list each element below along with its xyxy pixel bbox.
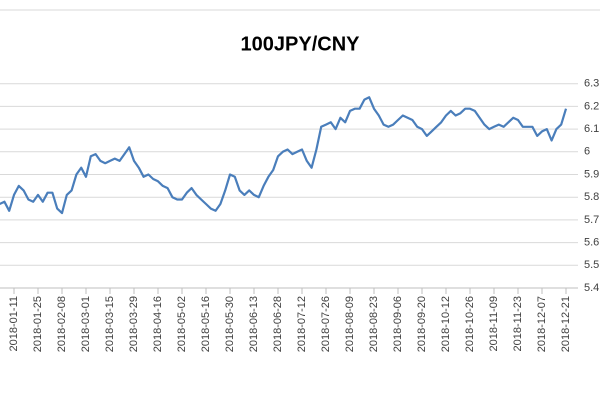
data-line [0,96,568,215]
x-tick-label: 2018-05-02 [176,296,188,352]
y-tick-label: 5.7 [584,214,599,226]
x-tick-label: 2018-11-09 [488,296,500,351]
y-tick-label: 5.9 [584,168,599,180]
y-tick-label: 6.1 [584,123,599,135]
x-tick-label: 2018-04-16 [152,296,164,352]
y-tick-label: 5.8 [584,191,599,203]
x-tick-label: 2018-10-26 [464,296,476,352]
y-tick-label: 6.3 [584,78,599,90]
x-tick-label: 2018-03-29 [128,296,140,352]
x-tick-label: 2018-05-30 [224,296,236,352]
x-tick-label: 2018-05-16 [200,296,212,352]
x-tick-label: 2018-03-15 [104,296,116,352]
y-tick-label: 5.6 [584,237,599,249]
x-tick-label: 2018-03-01 [80,296,92,352]
y-tick-label: 6 [584,146,590,158]
x-tick-label: 2018-01-11 [8,296,20,351]
x-tick-label: 2018-12-07 [536,296,548,352]
x-tick-label: 2018-07-12 [296,296,308,352]
x-tick-label: 2018-08-23 [368,296,380,352]
x-tick-label: 2018-11-23 [512,296,524,351]
x-tick-label: 2018-09-06 [392,296,404,352]
chart-title: 100JPY/CNY [241,33,361,55]
x-tick-label: 2018-06-28 [272,296,284,352]
x-tick-label: 2018-02-08 [56,296,68,352]
x-tick-label: 2018-06-13 [248,296,260,352]
x-tick-label: 2018-01-25 [32,296,44,352]
x-tick-label: 2018-08-09 [344,296,356,352]
y-tick-label: 6.2 [584,100,599,112]
x-tick-label: 2018-09-20 [416,296,428,352]
y-tick-label: 5.4 [584,282,599,294]
x-tick-label: 2018-12-21 [560,296,572,352]
y-tick-label: 5.5 [584,259,599,271]
x-tick-label: 2018-10-12 [440,296,452,352]
x-tick-label: 2018-07-26 [320,296,332,352]
